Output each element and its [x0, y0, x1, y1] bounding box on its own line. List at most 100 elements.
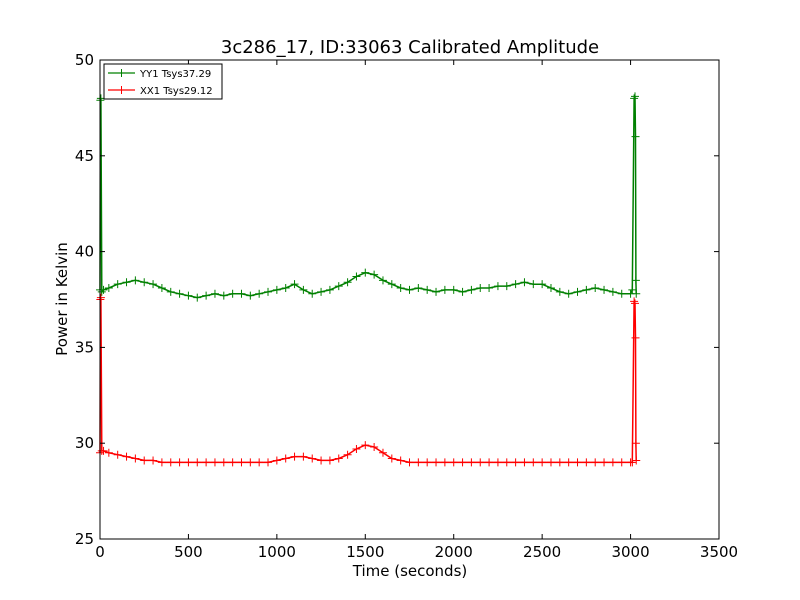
data-point: [202, 291, 211, 300]
data-point: [325, 456, 334, 465]
series-yy1: [96, 92, 641, 302]
data-point: [255, 289, 264, 298]
data-point: [237, 289, 246, 298]
x-tick-label: 2500: [523, 543, 561, 561]
legend-marker: [117, 69, 126, 77]
chart-title: 3c286_17, ID:33063 Calibrated Amplitude: [221, 37, 599, 58]
data-point: [520, 458, 529, 467]
data-point: [228, 458, 237, 467]
x-tick-label: 3500: [700, 543, 738, 561]
data-point: [617, 289, 626, 298]
data-point: [166, 458, 175, 467]
data-point: [378, 276, 387, 285]
data-point: [96, 293, 105, 302]
data-point: [370, 270, 379, 279]
data-point: [546, 284, 555, 293]
data-point: [131, 276, 140, 285]
data-point: [131, 454, 140, 463]
data-point: [281, 284, 290, 293]
data-point: [99, 285, 108, 294]
data-point: [476, 284, 485, 293]
data-point: [387, 454, 396, 463]
data-point: [555, 287, 564, 296]
data-point: [600, 458, 609, 467]
data-point: [210, 289, 219, 298]
x-axis-label: Time (seconds): [352, 562, 468, 580]
data-point: [166, 287, 175, 296]
series-xx1: [96, 293, 641, 467]
x-tick-label: 500: [174, 543, 203, 561]
data-point: [631, 333, 640, 342]
data-point: [564, 289, 573, 298]
data-point: [405, 458, 414, 467]
data-point: [511, 280, 520, 289]
data-point: [582, 458, 591, 467]
legend-marker: [117, 86, 126, 94]
plot-background: [100, 60, 719, 539]
plot-area: [96, 59, 720, 540]
data-point: [317, 456, 326, 465]
data-point: [591, 458, 600, 467]
data-point: [352, 444, 361, 453]
data-point: [493, 282, 502, 291]
data-point: [414, 284, 423, 293]
data-point: [632, 289, 641, 298]
data-point: [630, 299, 639, 308]
data-point: [308, 289, 317, 298]
data-point: [432, 458, 441, 467]
data-point: [520, 278, 529, 287]
data-point: [538, 280, 547, 289]
data-point: [582, 285, 591, 294]
data-point: [343, 278, 352, 287]
series-layer: [96, 92, 641, 467]
data-point: [122, 452, 131, 461]
data-point: [396, 456, 405, 465]
data-point: [631, 132, 640, 141]
data-point: [608, 287, 617, 296]
data-point: [432, 287, 441, 296]
data-point: [290, 280, 299, 289]
data-point: [538, 458, 547, 467]
data-point: [228, 289, 237, 298]
data-point: [140, 456, 149, 465]
data-point: [511, 458, 520, 467]
data-point: [458, 458, 467, 467]
data-point: [370, 443, 379, 452]
data-point: [113, 450, 122, 459]
data-point: [405, 285, 414, 294]
data-point: [555, 458, 564, 467]
data-point: [378, 448, 387, 457]
x-tick-label: 0: [95, 543, 105, 561]
data-point: [564, 458, 573, 467]
data-point: [608, 458, 617, 467]
y-tick-label: 50: [75, 51, 94, 69]
x-tick-label: 1000: [258, 543, 296, 561]
y-tick-label: 30: [75, 434, 94, 452]
data-point: [264, 458, 273, 467]
plot-frame: [99, 59, 720, 540]
data-point: [600, 285, 609, 294]
data-point: [467, 458, 476, 467]
data-point: [631, 276, 640, 285]
data-point: [157, 284, 166, 293]
y-axis-label: Power in Kelvin: [53, 242, 71, 356]
data-point: [440, 458, 449, 467]
data-point: [122, 278, 131, 287]
data-point: [246, 291, 255, 300]
data-point: [630, 297, 639, 306]
data-point: [628, 458, 637, 467]
data-point: [202, 458, 211, 467]
data-point: [272, 285, 281, 294]
data-point: [175, 458, 184, 467]
data-point: [193, 458, 202, 467]
data-point: [458, 287, 467, 296]
data-point: [290, 452, 299, 461]
data-point: [630, 94, 639, 103]
data-point: [361, 441, 370, 450]
data-point: [591, 284, 600, 293]
data-point: [352, 272, 361, 281]
data-point: [632, 456, 641, 465]
y-tick-label: 35: [75, 338, 94, 356]
data-point: [476, 458, 485, 467]
data-point: [255, 458, 264, 467]
